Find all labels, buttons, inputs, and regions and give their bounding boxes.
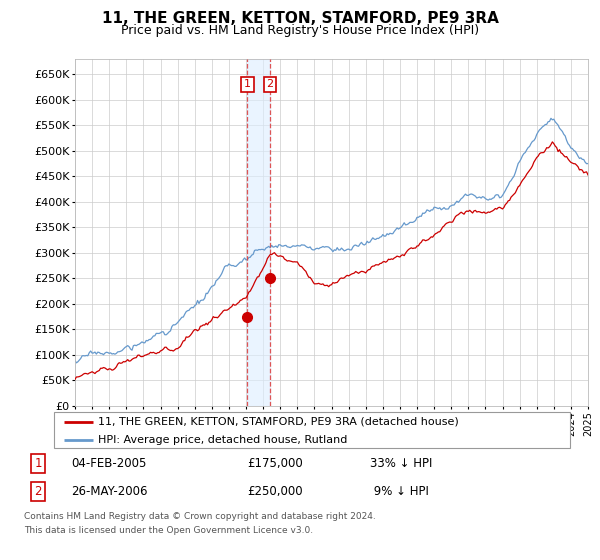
- Text: 2: 2: [266, 80, 274, 90]
- Text: 26-MAY-2006: 26-MAY-2006: [71, 485, 148, 498]
- Text: HPI: Average price, detached house, Rutland: HPI: Average price, detached house, Rutl…: [98, 435, 347, 445]
- Text: 2: 2: [34, 485, 42, 498]
- Text: Price paid vs. HM Land Registry's House Price Index (HPI): Price paid vs. HM Land Registry's House …: [121, 24, 479, 36]
- Text: This data is licensed under the Open Government Licence v3.0.: This data is licensed under the Open Gov…: [24, 526, 313, 535]
- Text: 04-FEB-2005: 04-FEB-2005: [71, 457, 147, 470]
- Text: 11, THE GREEN, KETTON, STAMFORD, PE9 3RA: 11, THE GREEN, KETTON, STAMFORD, PE9 3RA: [101, 11, 499, 26]
- Text: 11, THE GREEN, KETTON, STAMFORD, PE9 3RA (detached house): 11, THE GREEN, KETTON, STAMFORD, PE9 3RA…: [98, 417, 458, 427]
- FancyBboxPatch shape: [54, 412, 570, 448]
- Bar: [247, 59, 270, 406]
- Text: Contains HM Land Registry data © Crown copyright and database right 2024.: Contains HM Land Registry data © Crown c…: [24, 512, 376, 521]
- Text: £175,000: £175,000: [247, 457, 303, 470]
- Text: £250,000: £250,000: [247, 485, 303, 498]
- Text: 9% ↓ HPI: 9% ↓ HPI: [370, 485, 429, 498]
- Text: 1: 1: [34, 457, 42, 470]
- Text: 33% ↓ HPI: 33% ↓ HPI: [370, 457, 433, 470]
- Text: 1: 1: [244, 80, 251, 90]
